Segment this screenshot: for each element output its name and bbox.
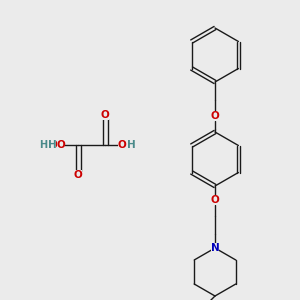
Text: N: N: [211, 243, 219, 253]
Text: O: O: [74, 170, 82, 180]
Text: O: O: [100, 110, 109, 120]
Text: O: O: [57, 140, 65, 150]
Text: H: H: [127, 140, 135, 150]
Text: O: O: [118, 140, 126, 150]
Text: H: H: [48, 140, 56, 150]
Text: H: H: [39, 140, 47, 150]
Text: O: O: [211, 111, 219, 121]
Text: O: O: [211, 195, 219, 205]
Text: HO: HO: [47, 140, 63, 150]
